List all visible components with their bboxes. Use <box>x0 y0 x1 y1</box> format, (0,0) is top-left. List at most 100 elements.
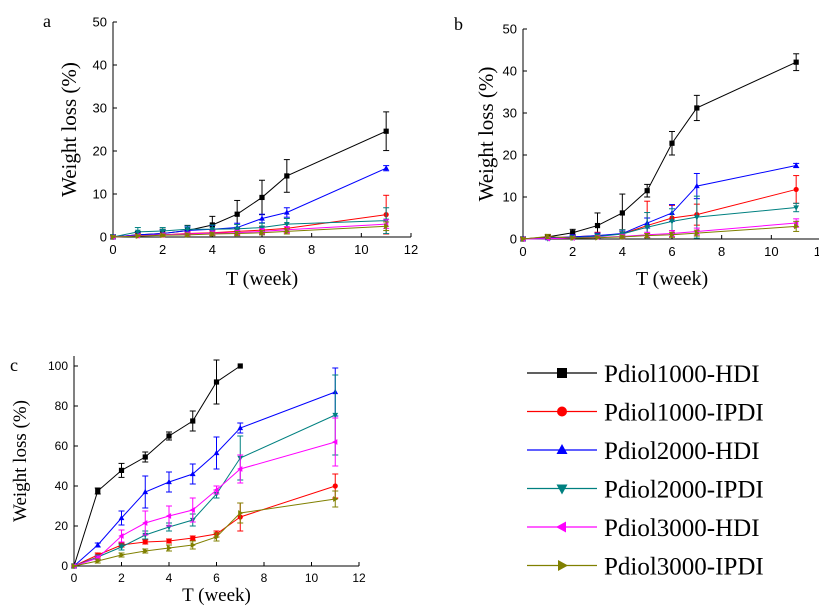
series-pdiol2000-hdi <box>71 367 339 569</box>
series-pdiol3000-hdi <box>70 417 339 569</box>
data-point <box>669 231 676 238</box>
data-point <box>118 544 125 551</box>
data-point <box>94 541 101 548</box>
data-point <box>793 59 799 65</box>
data-point <box>793 186 799 193</box>
y-tick-label: 60 <box>55 439 69 453</box>
data-point <box>159 228 166 235</box>
data-point <box>190 535 196 541</box>
legend-marker <box>557 368 567 378</box>
data-point <box>332 439 338 445</box>
y-tick-label: 10 <box>503 190 517 205</box>
x-tick-label: 0 <box>519 244 526 259</box>
series-pdiol2000-ipdi <box>71 374 339 570</box>
data-point <box>259 194 265 201</box>
data-point <box>184 227 191 233</box>
x-tick-label: 8 <box>308 242 315 257</box>
data-point <box>284 173 290 179</box>
legend-label: Pdiol2000-IPDI <box>604 477 764 504</box>
data-point <box>166 478 172 485</box>
legend-marker <box>556 521 566 533</box>
data-point <box>95 488 101 494</box>
series-pdiol3000-ipdi <box>520 220 800 242</box>
series-pdiol1000-ipdi <box>71 473 339 569</box>
series-pdiol1000-ipdi <box>520 175 800 242</box>
legend-marker <box>556 484 568 495</box>
x-tick-label: 10 <box>354 242 368 257</box>
data-point <box>794 223 800 230</box>
data-point <box>332 412 339 419</box>
series-pdiol3000-ipdi <box>71 490 339 569</box>
data-point <box>143 548 149 554</box>
y-tick-label: 40 <box>503 64 517 79</box>
data-point <box>693 215 700 221</box>
y-tick-label: 0 <box>100 230 107 245</box>
data-point <box>259 215 265 221</box>
x-tick-label: 2 <box>569 244 576 259</box>
data-point <box>545 233 551 240</box>
data-point <box>213 487 219 493</box>
data-point <box>166 538 172 544</box>
data-point <box>237 424 244 431</box>
data-point <box>384 223 390 230</box>
legend-label: Pdiol1000-IPDI <box>604 400 764 427</box>
legend-item: Pdiol2000-HDI <box>527 438 760 465</box>
x-tick-label: 8 <box>261 571 268 585</box>
data-point <box>142 454 148 460</box>
data-point <box>166 433 172 439</box>
data-point <box>693 182 700 189</box>
x-tick-label: 4 <box>619 244 626 259</box>
data-point <box>71 563 78 569</box>
y-tick-label: 0 <box>510 232 517 247</box>
data-point <box>142 539 148 545</box>
series-pdiol1000-hdi <box>520 53 800 242</box>
series-line <box>522 222 797 240</box>
chart-panel-a: 0 10 20 30 40 50 0 2 4 6 8 10 12 T (week) Weight loss … <box>43 11 418 290</box>
data-point <box>214 534 220 540</box>
data-point <box>190 418 196 424</box>
legend-item: Pdiol3000-HDI <box>527 515 760 542</box>
legend-label: Pdiol3000-IPDI <box>604 554 764 581</box>
y-tick-label: 30 <box>93 101 107 116</box>
data-point <box>209 227 216 233</box>
data-point <box>237 363 243 369</box>
legend-marker <box>558 560 568 571</box>
panel-label: a <box>43 11 51 31</box>
data-point <box>189 470 196 477</box>
series-line <box>112 130 387 238</box>
legend-marker <box>557 406 567 417</box>
x-tick-label: 4 <box>166 571 173 585</box>
y-tick-label: 30 <box>503 106 517 121</box>
data-point <box>213 491 220 498</box>
data-point <box>383 128 389 134</box>
panel-label: b <box>454 14 463 34</box>
data-point <box>142 488 149 495</box>
x-tick-label: 12 <box>352 571 366 585</box>
y-tick-label: 40 <box>55 479 69 493</box>
legend-item: Pdiol1000-HDI <box>527 361 760 388</box>
data-point <box>110 234 117 240</box>
y-axis-title: Weight loss (%) <box>10 400 31 522</box>
data-point <box>620 234 626 240</box>
data-point <box>332 483 338 489</box>
data-point <box>118 467 125 473</box>
x-tick-label: 8 <box>718 244 725 259</box>
chart-panel-c: 0 20 40 60 80 100 0 2 4 6 8 10 12 T (week) Weight loss… <box>10 355 366 606</box>
data-point <box>165 513 172 519</box>
legend-item: Pdiol2000-IPDI <box>527 477 764 504</box>
x-axis-title: T (week) <box>182 585 251 606</box>
y-tick-label: 20 <box>55 519 69 533</box>
data-point <box>570 230 576 236</box>
panel-label: c <box>10 355 18 375</box>
series-line <box>522 165 797 240</box>
data-point <box>237 466 243 472</box>
data-point <box>134 229 141 235</box>
data-point <box>166 545 173 551</box>
data-point <box>333 496 339 502</box>
data-point <box>669 140 675 146</box>
series-line <box>73 365 241 567</box>
series-line <box>73 485 336 567</box>
data-point <box>213 379 220 385</box>
data-point <box>235 230 241 237</box>
